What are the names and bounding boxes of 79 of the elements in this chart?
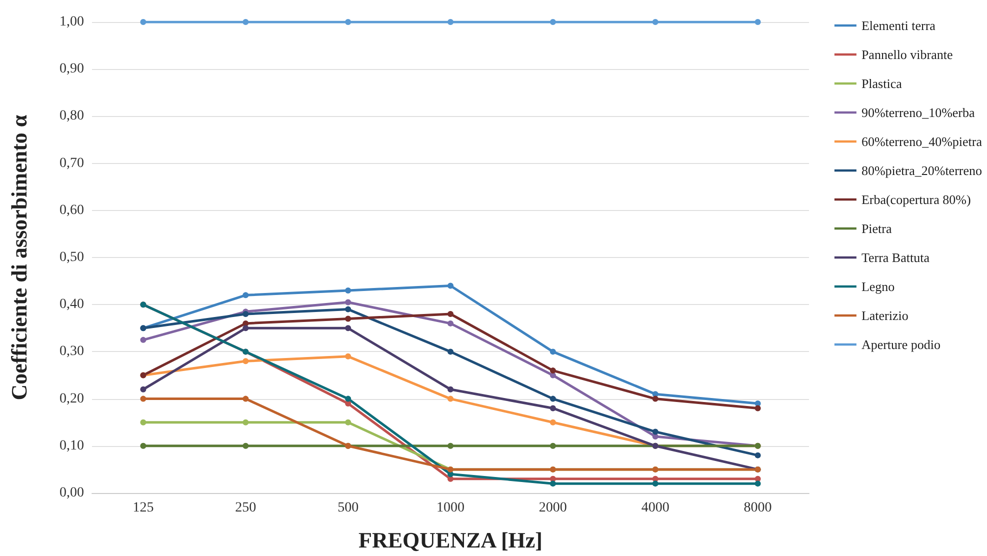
point	[550, 396, 556, 402]
point	[345, 287, 352, 294]
point	[140, 386, 146, 392]
point	[550, 419, 556, 426]
x-tick-label: 2000	[538, 500, 567, 516]
legend-label: 90%terreno_10%erba	[861, 105, 976, 120]
x-tick-label: 4000	[641, 500, 670, 516]
point	[448, 386, 454, 392]
x-tick-label: 250	[235, 500, 256, 516]
point	[652, 428, 658, 435]
point	[754, 452, 761, 458]
point	[242, 325, 249, 332]
legend-label: Elementi terra	[861, 18, 936, 33]
point	[550, 405, 556, 412]
point	[550, 368, 556, 374]
legend-label: Legno	[861, 279, 895, 294]
point	[242, 358, 249, 364]
point	[448, 396, 454, 402]
x-tick-label: 500	[338, 500, 359, 516]
point	[550, 480, 556, 487]
point	[448, 311, 454, 318]
legend-label: Erba(copertura 80%)	[861, 192, 971, 207]
legend-label: Aperture podio	[861, 337, 940, 352]
point	[652, 19, 658, 25]
x-tick-label: 8000	[744, 500, 772, 516]
y-tick-label: 0,50	[60, 250, 84, 265]
point	[448, 282, 454, 289]
point	[345, 299, 352, 306]
point	[242, 396, 249, 402]
legend-label: 60%terreno_40%pietra	[861, 134, 982, 149]
point	[448, 19, 454, 25]
y-tick-label: 0,10	[60, 438, 84, 454]
point	[140, 19, 146, 25]
point	[652, 480, 658, 487]
point	[242, 442, 249, 449]
y-tick-label: 0,40	[60, 297, 84, 312]
y-tick-label: 0,00	[60, 486, 84, 500]
point	[448, 442, 454, 449]
point	[550, 442, 556, 449]
point	[140, 419, 146, 426]
point	[140, 396, 146, 402]
point	[345, 396, 352, 402]
point	[345, 316, 352, 322]
x-tick-label: 125	[132, 500, 154, 516]
legend-label: Pietra	[861, 221, 892, 236]
point	[652, 396, 658, 402]
y-tick-label: 0,90	[60, 62, 84, 77]
y-tick-label: 0,30	[60, 344, 84, 360]
point	[754, 19, 761, 25]
legend-label: Laterizio	[861, 308, 908, 323]
point	[345, 419, 352, 426]
point	[754, 405, 761, 412]
y-tick-label: 0,80	[60, 108, 84, 124]
x-axis-title: FREQUENZA [Hz]	[358, 528, 542, 552]
legend-label: 80%pietra_20%terreno	[861, 163, 982, 178]
point	[448, 320, 454, 326]
point	[345, 19, 352, 25]
point	[345, 353, 352, 360]
point	[242, 311, 249, 318]
y-tick-label: 0,20	[60, 391, 84, 406]
point	[140, 336, 146, 343]
point	[345, 325, 352, 332]
point	[754, 480, 761, 487]
point	[140, 442, 146, 449]
legend-label: Pannello vibrante	[861, 47, 954, 62]
point	[242, 292, 249, 298]
point	[242, 19, 249, 25]
point	[550, 348, 556, 355]
point	[448, 348, 454, 355]
legend-label: Terra Battuta	[861, 250, 930, 265]
legend-label: Plastica	[861, 76, 902, 91]
y-tick-label: 0,70	[60, 156, 84, 171]
point	[345, 306, 352, 312]
x-tick-label: 1000	[436, 500, 464, 516]
y-tick-label: 1,00	[60, 14, 84, 30]
y-tick-label: 0,60	[60, 202, 84, 218]
point	[550, 19, 556, 25]
point	[242, 419, 249, 426]
y-axis-title: Coefficiente di assorbimento α	[6, 114, 32, 400]
